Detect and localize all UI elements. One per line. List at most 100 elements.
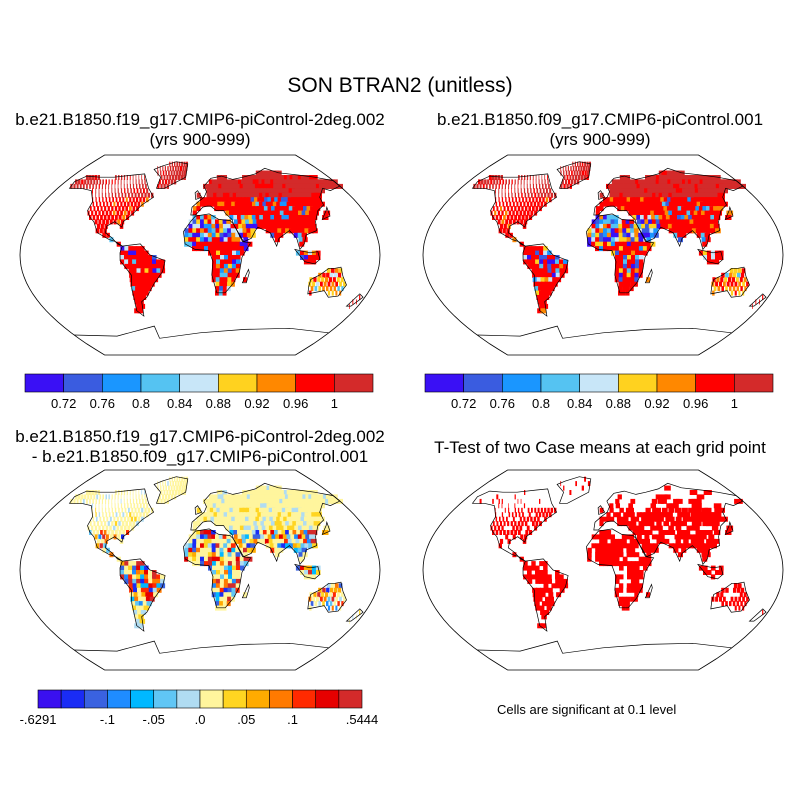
grid-cell: [625, 534, 631, 540]
grid-cell: [547, 587, 553, 593]
grid-cell: [502, 516, 505, 522]
grid-cell: [670, 197, 677, 203]
grid-cell: [259, 215, 265, 220]
grid-cell: [231, 552, 237, 558]
grid-cell: [551, 272, 557, 278]
grid-cell: [638, 263, 644, 269]
grid-cell: [188, 237, 193, 243]
grid-cell: [250, 228, 256, 234]
grid-cell: [227, 272, 232, 278]
grid-cell: [108, 183, 110, 189]
grid-cell: [595, 237, 600, 243]
grid-cell: [521, 192, 523, 198]
coastline-antarctica: [477, 640, 732, 654]
grid-cell: [694, 498, 702, 504]
grid-cell: [220, 259, 225, 265]
grid-cell: [220, 201, 226, 207]
grid-cell: [133, 592, 139, 598]
grid-cell: [675, 201, 682, 207]
grid-cell: [226, 534, 232, 540]
grid-cell: [219, 268, 225, 274]
grid-cell: [132, 250, 137, 256]
grid-cell: [285, 521, 292, 527]
grid-cell: [294, 210, 301, 216]
grid-cell: [121, 219, 125, 225]
grid-cell: [714, 512, 722, 518]
grid-cell: [638, 232, 643, 238]
grid-cell: [522, 197, 524, 203]
grid-cell: [269, 188, 276, 194]
grid-cell: [528, 197, 531, 203]
grid-cell: [535, 246, 540, 252]
grid-cell: [541, 281, 547, 287]
grid-cell: [619, 175, 625, 180]
grid-cell: [690, 512, 698, 518]
grid-cell: [541, 614, 547, 620]
grid-cell: [706, 250, 712, 256]
grid-cell: [669, 188, 676, 194]
colorbar-tick-label: 0.84: [167, 396, 193, 411]
grid-cell: [595, 543, 600, 549]
grid-cell: [299, 215, 306, 220]
grid-cell: [301, 534, 308, 540]
grid-cell: [501, 219, 505, 225]
grid-cell: [626, 281, 631, 287]
grid-cell: [211, 494, 216, 500]
grid-cell: [206, 516, 212, 522]
grid-cell: [512, 201, 515, 207]
grid-cell: [591, 228, 596, 234]
grid-cell: [335, 290, 338, 296]
grid-cell: [618, 263, 624, 269]
grid-cell: [106, 547, 110, 553]
grid-cell: [176, 161, 178, 167]
grid-cell: [108, 494, 110, 500]
grid-cell: [288, 543, 295, 549]
colorbar-tick-label: 0.76: [89, 396, 115, 411]
grid-cell: [299, 565, 305, 571]
grid-cell: [529, 530, 533, 535]
grid-cell: [267, 521, 274, 527]
grid-cell: [275, 219, 281, 225]
grid-cell: [232, 525, 238, 531]
grid-cell: [233, 197, 239, 203]
grid-cell: [137, 295, 143, 300]
grid-cell: [312, 210, 319, 216]
grid-cell: [210, 512, 215, 518]
grid-cell: [618, 583, 624, 589]
grid-cell: [232, 570, 237, 575]
grid-cell: [634, 561, 640, 567]
grid-cell: [706, 538, 712, 544]
grid-cell: [112, 210, 116, 216]
grid-cell: [517, 192, 520, 198]
grid-cell: [680, 197, 687, 203]
grid-cell: [219, 263, 225, 269]
grid-cell: [317, 503, 325, 509]
map-border: [422, 469, 784, 671]
grid-cell: [132, 206, 136, 212]
grid-cell: [559, 574, 564, 580]
grid-cell: [663, 512, 670, 518]
grid-cell: [216, 255, 221, 260]
grid-cell: [222, 534, 228, 540]
grid-cell: [145, 498, 147, 504]
grid-cell: [587, 237, 592, 243]
grid-cell: [184, 170, 187, 176]
grid-cell: [90, 179, 93, 185]
grid-cell: [702, 241, 708, 247]
grid-cell: [174, 161, 176, 167]
grid-cell: [283, 201, 290, 207]
grid-cell: [500, 175, 503, 180]
grid-cell: [655, 494, 662, 500]
grid-cell: [698, 538, 705, 544]
grid-cell: [633, 538, 639, 544]
grid-cell: [284, 197, 291, 203]
grid-cell: [216, 175, 222, 180]
grid-cell: [545, 286, 551, 292]
grid-cell: [644, 534, 650, 540]
grid-cell: [236, 574, 241, 580]
grid-cell: [529, 183, 531, 189]
grid-cell: [742, 596, 745, 602]
grid-cell: [617, 179, 622, 185]
grid-cell: [539, 183, 541, 189]
grid-cell: [606, 215, 612, 220]
